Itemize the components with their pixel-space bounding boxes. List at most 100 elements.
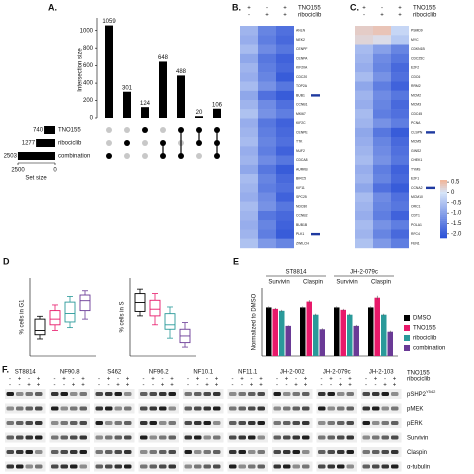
heatmap-cell bbox=[258, 229, 276, 239]
heatmap-cell bbox=[276, 155, 294, 165]
blot-band bbox=[203, 406, 211, 411]
blot-membrane bbox=[272, 389, 313, 399]
value-label: 106 bbox=[212, 102, 223, 108]
treatment-sign: - bbox=[19, 383, 21, 389]
colorbar-step bbox=[440, 191, 447, 194]
colorbar-label: 0.5 bbox=[451, 180, 460, 186]
blot-membrane bbox=[49, 389, 90, 399]
blot-band bbox=[105, 421, 113, 425]
blot-band bbox=[184, 406, 192, 411]
blot-band bbox=[381, 406, 389, 411]
blot-band bbox=[229, 421, 237, 425]
blot-membrane bbox=[316, 447, 357, 457]
treatment-sign: + bbox=[205, 383, 209, 389]
blot-band bbox=[372, 450, 380, 454]
panel-label: D bbox=[3, 256, 10, 266]
gene-label: AURKB bbox=[296, 167, 308, 171]
blot-band bbox=[391, 435, 399, 440]
blot-band bbox=[292, 450, 300, 454]
gene-label: CLSPN bbox=[411, 130, 423, 134]
heatmap-cell bbox=[355, 201, 373, 212]
heatmap-cell bbox=[276, 238, 294, 249]
treatment-sign: - bbox=[54, 377, 56, 383]
blot-band bbox=[203, 435, 211, 440]
blot-band bbox=[203, 450, 211, 454]
treatment-sign: + bbox=[215, 377, 219, 383]
heatmap-cell bbox=[391, 155, 409, 165]
row-label-superscript: Y542 bbox=[426, 389, 436, 394]
heatmap-cell bbox=[373, 118, 391, 128]
blot-band bbox=[95, 421, 103, 425]
blot-band bbox=[159, 464, 167, 469]
heatmap-cell bbox=[355, 26, 373, 36]
blot-band bbox=[372, 406, 380, 411]
blot-membrane bbox=[138, 403, 179, 414]
blot-membrane bbox=[227, 403, 268, 414]
blot-band bbox=[346, 406, 354, 411]
treatment-sign: + bbox=[393, 377, 397, 383]
blot-band bbox=[140, 406, 148, 411]
colorbar-step bbox=[440, 193, 447, 196]
heatmap-cell bbox=[391, 146, 409, 156]
treatment-sign: + bbox=[265, 13, 269, 19]
blot-band bbox=[60, 450, 68, 454]
gene-label: CHEK1 bbox=[411, 158, 422, 162]
treatment-sign: + bbox=[362, 6, 366, 12]
blot-band bbox=[292, 406, 300, 411]
heatmap-cell bbox=[258, 164, 276, 175]
heatmap-cell bbox=[391, 211, 409, 221]
blot-band bbox=[213, 392, 221, 396]
heatmap-cell bbox=[276, 164, 294, 175]
legend-label: DMSO bbox=[413, 316, 431, 322]
blot-band bbox=[6, 464, 14, 469]
treatment-sign: - bbox=[330, 383, 332, 389]
blot-membrane bbox=[227, 389, 268, 399]
blot-band bbox=[149, 435, 157, 440]
blot-band bbox=[362, 450, 370, 454]
heatmap-cell bbox=[355, 183, 373, 193]
blot-band bbox=[168, 406, 176, 411]
heatmap-cell bbox=[258, 81, 276, 91]
colorbar-step bbox=[440, 232, 447, 235]
heatmap-cell bbox=[276, 229, 294, 239]
treatment-sign: - bbox=[63, 383, 65, 389]
treatment-sign: + bbox=[240, 377, 244, 383]
colorbar-step bbox=[440, 220, 447, 223]
treatment-sign: - bbox=[340, 377, 342, 383]
blot-band bbox=[114, 392, 122, 396]
heatmap-cell bbox=[355, 174, 373, 184]
heatmap-cell bbox=[240, 44, 258, 54]
matrix-dot bbox=[124, 140, 130, 146]
blot-band bbox=[184, 421, 192, 425]
blot-band bbox=[194, 464, 202, 469]
gene-label: TYMS bbox=[411, 167, 421, 171]
highlight-marker bbox=[426, 131, 435, 134]
cell-line-label: JH-2-002 bbox=[280, 370, 305, 376]
blot-band bbox=[229, 406, 237, 411]
heatmap-cell bbox=[258, 146, 276, 156]
treatment-sign: - bbox=[365, 383, 367, 389]
heatmap-cell bbox=[276, 72, 294, 82]
blot-band bbox=[248, 435, 256, 440]
set-size-bar bbox=[17, 152, 55, 160]
blot-band bbox=[6, 406, 14, 411]
heatmap-cell bbox=[240, 174, 258, 184]
y-axis-label: Intersection size bbox=[78, 48, 84, 92]
bar bbox=[353, 325, 359, 356]
heatmap-cell bbox=[240, 229, 258, 239]
blot-band bbox=[292, 464, 300, 469]
heatmap-cell bbox=[258, 192, 276, 202]
bar bbox=[368, 307, 374, 356]
treatment-sign: - bbox=[28, 377, 30, 383]
heatmap-cell bbox=[391, 72, 409, 82]
heatmap-cell bbox=[240, 72, 258, 82]
blot-membrane bbox=[272, 418, 313, 428]
blot-band bbox=[381, 421, 389, 425]
blot-band bbox=[318, 435, 326, 440]
heatmap-cell bbox=[355, 100, 373, 110]
colorbar-step bbox=[440, 222, 447, 225]
blot-band bbox=[203, 421, 211, 425]
blot-band bbox=[203, 392, 211, 396]
value-label: 648 bbox=[158, 55, 169, 61]
heatmap-cell bbox=[276, 192, 294, 202]
